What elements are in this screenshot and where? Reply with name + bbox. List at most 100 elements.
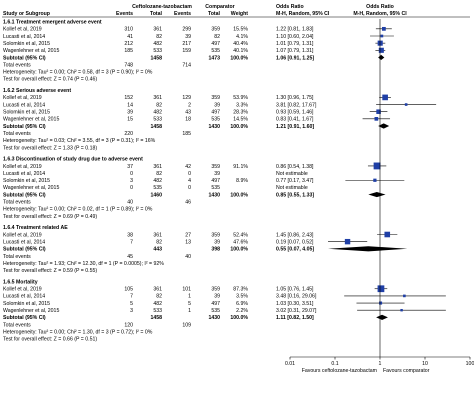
events2-value: 39: [185, 34, 191, 40]
events2-value: 299: [182, 27, 191, 33]
subtotal-label: Subtotal (95% CI): [3, 315, 46, 321]
weight-value: 47.6%: [233, 239, 248, 245]
subtotal-ci: 1.11 [0.82, 1.50]: [276, 315, 314, 321]
total1-value: 361: [153, 27, 162, 33]
overall-effect-text: Test for overall effect: Z = 0.74 (P = 0…: [3, 77, 97, 83]
total1-value: 482: [153, 301, 162, 307]
events2-value: 43: [185, 110, 191, 116]
subtotal-ci: 1.06 [0.91, 1.25]: [276, 55, 314, 61]
subtotal-total1: 1458: [150, 55, 162, 61]
ci-value: 0.19 [0.07, 0.52]: [276, 239, 314, 245]
study-square: [373, 162, 381, 170]
events1-value: 7: [130, 294, 133, 300]
weight-value: 2.2%: [236, 308, 248, 314]
section-title: 1.6.5 Mortality: [3, 279, 38, 285]
heterogeneity-text: Heterogeneity: Tau² = 0.00; Chi² = 0.58,…: [3, 70, 153, 76]
overall-effect-text: Test for overall effect: Z = 0.66 (P = 0…: [3, 337, 97, 343]
x-tick-label: 0.1: [331, 361, 338, 367]
ci-value: 1.45 [0.86, 2.43]: [276, 232, 314, 238]
events2-value: 2: [188, 102, 191, 108]
total1-value: 482: [153, 41, 162, 47]
total-events1: 120: [124, 322, 133, 328]
events1-value: 39: [127, 110, 133, 116]
events2-value: 27: [185, 232, 191, 238]
events2-value: 0: [188, 171, 191, 177]
x-tick-label: 1: [379, 361, 382, 367]
events2-value: 1: [188, 308, 191, 314]
ci-value: 3.02 [0.31, 29.07]: [276, 308, 317, 314]
subtotal-total2: 1430: [208, 315, 220, 321]
header-events1: Events: [116, 11, 133, 17]
study-square: [380, 34, 384, 38]
section-title: 1.6.3 Discontinuation of study drug due …: [3, 157, 143, 163]
total-events1: 45: [127, 254, 133, 260]
study-name: Wagenlehner et al, 2015: [3, 117, 59, 123]
total-events-label: Total events: [3, 131, 31, 137]
subtotal-ci: 1.21 [0.91, 1.60]: [276, 124, 314, 130]
events2-value: 101: [182, 287, 191, 293]
study-name: Lucasti et al, 2014: [3, 34, 45, 40]
events2-value: 1: [188, 294, 191, 300]
header-method2: M-H, Random, 95% CI: [353, 11, 407, 17]
events1-value: 15: [127, 117, 133, 123]
study-name: Wagenlehner et al, 2015: [3, 308, 59, 314]
weight-value: 28.3%: [233, 110, 248, 116]
total2-value: 82: [214, 34, 220, 40]
subtotal-ci: 0.55 [0.07, 4.05]: [276, 247, 314, 253]
study-name: Solomkin et al, 2015: [3, 301, 50, 307]
total-events-label: Total events: [3, 322, 31, 328]
study-square: [376, 109, 381, 114]
study-name: Kollef et al, 2019: [3, 232, 42, 238]
events2-value: 0: [188, 185, 191, 191]
header-odds-ratio-2: Odds Ratio: [366, 4, 394, 10]
heterogeneity-text: Heterogeneity: Tau² = 0.00; Chi² = 1.30,…: [3, 329, 153, 335]
events2-value: 129: [182, 95, 191, 101]
study-square: [382, 94, 388, 101]
study-square: [382, 26, 386, 31]
header-total1: Total: [150, 11, 163, 17]
total2-value: 535: [211, 185, 220, 191]
ci-value: 1.22 [0.81, 1.83]: [276, 27, 314, 33]
study-name: Solomkin et al, 2015: [3, 41, 50, 47]
subtotal-total2: 1473: [208, 55, 220, 61]
ci-value: 3.48 [0.16, 29.06]: [276, 294, 317, 300]
total1-value: 82: [156, 294, 162, 300]
events1-value: 5: [130, 301, 133, 307]
events2-value: 159: [182, 48, 191, 54]
ci-value: 0.77 [0.17, 3.47]: [276, 178, 314, 184]
events1-value: 185: [124, 48, 133, 54]
total1-value: 535: [153, 185, 162, 191]
subtotal-diamond: [368, 191, 386, 198]
header-odds-ratio-1: Odds Ratio: [276, 4, 304, 10]
events1-value: 41: [127, 34, 133, 40]
subtotal-total2: 1430: [208, 192, 220, 198]
ci-value: 1.03 [0.30, 3.51]: [276, 301, 314, 307]
study-name: Kollef et al, 2019: [3, 164, 42, 170]
subtotal-weight: 100.0%: [230, 55, 248, 61]
total1-value: 82: [156, 102, 162, 108]
weight-value: 52.4%: [233, 232, 248, 238]
subtotal-total2: 398: [211, 247, 220, 253]
header-group1: Ceftolozane-tazobactam: [132, 4, 192, 10]
events1-value: 14: [127, 102, 133, 108]
total2-value: 497: [211, 178, 220, 184]
total1-value: 533: [153, 48, 162, 54]
events1-value: 3: [130, 178, 133, 184]
study-square: [374, 117, 379, 121]
total2-value: 359: [211, 95, 220, 101]
subtotal-diamond: [328, 246, 408, 252]
study-square: [379, 301, 383, 305]
study-name: Lucasti et al, 2014: [3, 239, 45, 245]
study-name: Wagenlehner et al, 2015: [3, 48, 59, 54]
weight-value: 15.5%: [233, 27, 248, 33]
ci-value: 0.93 [0.59, 1.46]: [276, 110, 314, 116]
overall-effect-text: Test for overall effect: Z = 0.59 (P = 0…: [3, 268, 97, 274]
total1-value: 533: [153, 117, 162, 123]
overall-effect-text: Test for overall effect: Z = 0.69 (P = 0…: [3, 214, 97, 220]
total-events2: 714: [182, 62, 191, 68]
total2-value: 359: [211, 287, 220, 293]
favours-left-label: Favours ceftolozane-tazobactam: [302, 368, 377, 374]
overall-effect-text: Test for overall effect: Z = 1.33 (P = 0…: [3, 145, 97, 151]
events1-value: 38: [127, 232, 133, 238]
